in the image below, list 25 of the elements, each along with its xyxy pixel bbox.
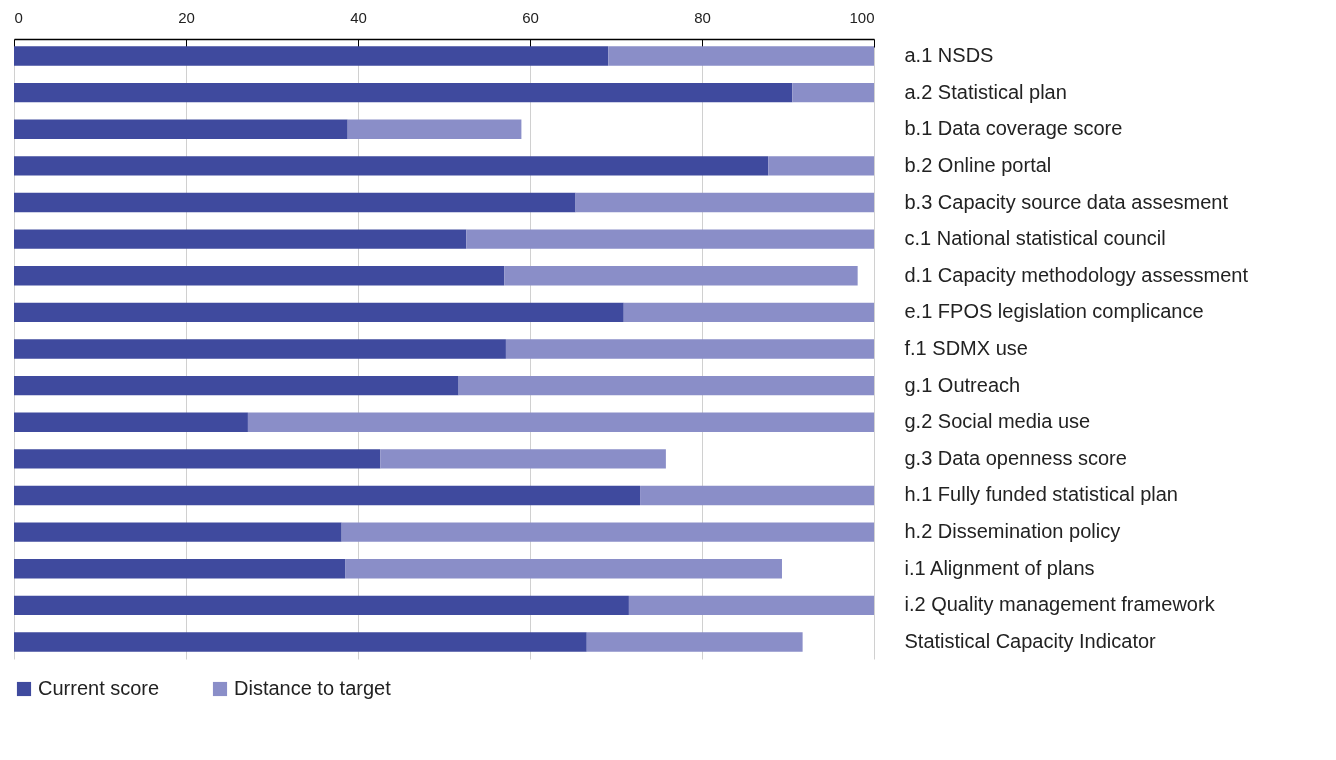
y-tick-label: a.2 Statistical plan [904,80,1067,103]
y-tick-label: i.2 Quality management framework [904,593,1216,616]
y-tick-label: Statistical Capacity Indicator [904,629,1157,652]
y-tick-label: b.1 Data coverage score [904,117,1123,140]
x-tick-label: 20 [178,8,195,26]
x-tick-label: 0 [14,8,23,26]
y-tick-label: d.1 Capacity methodology assessment [904,263,1249,286]
y-tick-label: h.2 Dissemination policy [904,520,1121,543]
x-tick-label: 60 [522,8,539,26]
y-tick-label: c.1 National statistical council [904,227,1166,250]
x-tick-label: 40 [350,8,367,26]
y-tick-label: b.2 Online portal [904,153,1052,176]
y-tick-label: b.3 Capacity source data assesment [904,190,1229,213]
y-tick-label: e.1 FPOS legislation complicance [904,300,1204,323]
y-tick-label: g.2 Social media use [904,410,1091,433]
legend-label: Current score [38,677,160,699]
y-tick-label: i.1 Alignment of plans [904,556,1095,579]
legend-label: Distance to target [234,677,392,699]
y-tick-label: f.1 SDMX use [904,337,1028,359]
x-tick-label: 100 [849,8,875,26]
y-tick-label: a.1 NSDS [904,44,994,67]
y-tick-label: g.1 Outreach [904,373,1021,396]
y-tick-label: h.1 Fully funded statistical plan [904,483,1178,506]
x-tick-label: 80 [694,8,711,26]
y-tick-label: g.3 Data openness score [904,446,1127,469]
